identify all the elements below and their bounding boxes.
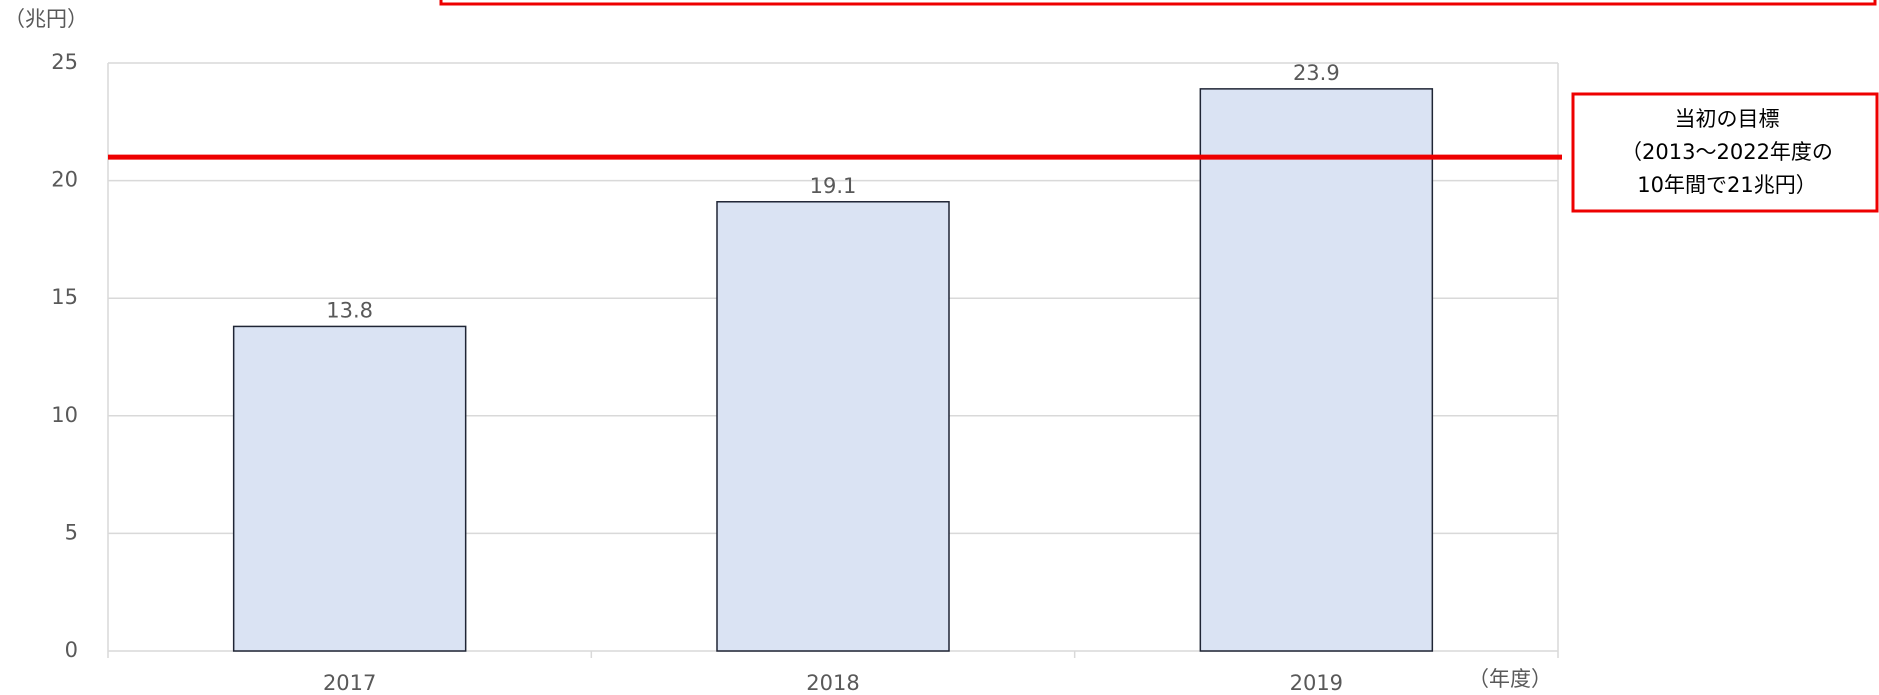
x-unit: （年度） (1468, 667, 1552, 691)
x-tick-label: 2018 (806, 671, 859, 695)
value-label: 19.1 (810, 174, 857, 198)
bar (1199, 88, 1434, 652)
annotation-text: （2013〜2022年度の (1621, 140, 1833, 164)
y-tick-label: 15 (51, 285, 78, 309)
annotation-box (1571, 92, 1879, 213)
annotation-text: 当初の目標 (1675, 107, 1780, 131)
x-tick-label: 2019 (1290, 671, 1343, 695)
y-tick-label: 0 (65, 638, 78, 662)
bar (716, 201, 950, 652)
bar (232, 325, 467, 652)
x-tick-label: 2017 (323, 671, 376, 695)
top-box (439, 0, 1877, 6)
value-label: 23.9 (1293, 61, 1340, 85)
y-tick-label: 20 (51, 168, 78, 192)
value-label: 13.8 (326, 298, 373, 322)
y-unit: （兆円） (4, 7, 88, 31)
y-tick-label: 10 (51, 403, 78, 427)
y-tick-label: 5 (65, 520, 78, 544)
annotation-text: 10年間で21兆円） (1637, 173, 1816, 197)
y-tick-label: 25 (51, 50, 78, 74)
